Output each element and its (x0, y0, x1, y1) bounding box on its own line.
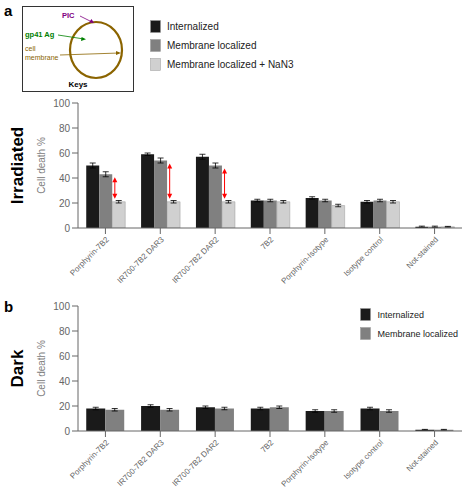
html-text:Internalized: Internalized (377, 309, 424, 320)
svg-text:0: 0 (64, 426, 70, 437)
svg-text:7B2: 7B2 (259, 438, 276, 455)
svg-text:Irradiated: Irradiated (8, 127, 27, 204)
svg-text:60: 60 (59, 148, 71, 159)
svg-text:20: 20 (59, 198, 71, 209)
svg-text:IR700-7B2 DAR3: IR700-7B2 DAR3 (116, 438, 166, 488)
svg-text:Cell death %: Cell death % (36, 340, 47, 397)
svg-text:40: 40 (59, 376, 71, 387)
svg-text:0: 0 (64, 223, 70, 234)
svg-text:Porphyrin-Isotype: Porphyrin-Isotype (280, 438, 331, 489)
svg-text:7B2: 7B2 (259, 235, 276, 252)
svg-text:PIC: PIC (62, 11, 75, 20)
html-text:Internalized: Internalized (167, 21, 219, 32)
svg-text:Porphyrin-7B2: Porphyrin-7B2 (68, 235, 111, 278)
html-text:Membrane localized: Membrane localized (167, 40, 257, 51)
svg-text:Isotype control: Isotype control (342, 235, 385, 278)
svg-text:100: 100 (53, 301, 70, 312)
html-text:a: a (4, 2, 13, 19)
svg-text:Dark: Dark (8, 349, 27, 387)
svg-text:Not-stained: Not-stained (405, 438, 440, 473)
svg-text:IR700-7B2 DAR2: IR700-7B2 DAR2 (171, 438, 221, 488)
svg-text:20: 20 (59, 401, 71, 412)
html-text:Membrane localized + NaN3: Membrane localized + NaN3 (167, 59, 294, 70)
svg-text:80: 80 (59, 123, 71, 134)
svg-text:Not-stained: Not-stained (405, 235, 440, 270)
svg-text:Isotype control: Isotype control (342, 438, 385, 481)
svg-text:cell: cell (25, 45, 36, 52)
svg-text:gp41 Ag: gp41 Ag (25, 30, 55, 39)
svg-text:40: 40 (59, 173, 71, 184)
html-text:b: b (4, 298, 14, 315)
svg-text:Porphyrin-7B2: Porphyrin-7B2 (68, 438, 111, 481)
svg-text:Cell death %: Cell death % (36, 137, 47, 194)
svg-text:IR700-7B2 DAR3: IR700-7B2 DAR3 (116, 235, 166, 285)
svg-text:80: 80 (59, 326, 71, 337)
html-text:Membrane localized: Membrane localized (377, 328, 458, 339)
svg-text:100: 100 (53, 98, 70, 109)
svg-text:Keys: Keys (68, 80, 88, 89)
svg-text:60: 60 (59, 351, 71, 362)
svg-text:membrane: membrane (25, 54, 59, 61)
svg-text:IR700-7B2 DAR2: IR700-7B2 DAR2 (171, 235, 221, 285)
svg-text:Porphyrin-Isotype: Porphyrin-Isotype (280, 235, 331, 286)
